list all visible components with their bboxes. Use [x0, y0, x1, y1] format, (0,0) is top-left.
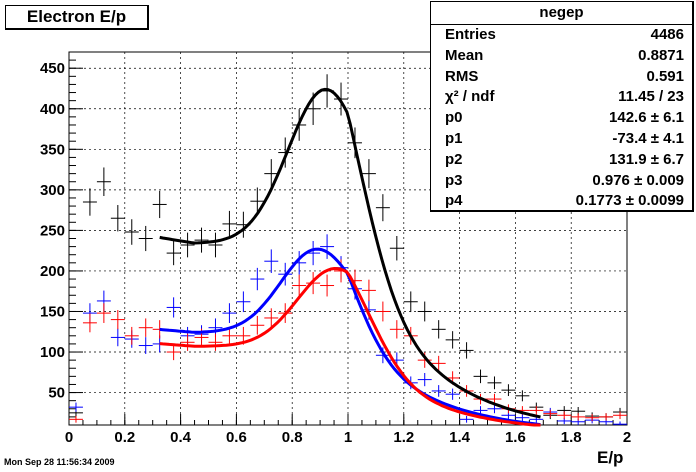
stats-row: Mean 0.8871 — [431, 46, 692, 67]
y-tick-label: 150 — [40, 303, 65, 320]
x-tick-label: 1.2 — [393, 429, 414, 446]
stats-row: RMS 0.591 — [431, 67, 692, 88]
y-tick-label: 350 — [40, 141, 65, 158]
fit-curve — [159, 266, 541, 427]
data-points — [69, 74, 627, 425]
y-tick-label: 250 — [40, 222, 65, 239]
y-tick-label: 300 — [40, 182, 65, 199]
x-tick-label: 0.8 — [282, 429, 303, 446]
stats-row: p1 -73.4 ± 4.1 — [431, 129, 692, 150]
timestamp: Mon Sep 28 11:56:34 2009 — [4, 457, 115, 467]
y-tick-label: 100 — [40, 344, 65, 361]
fit-curve — [159, 87, 541, 419]
x-axis-label: E/p — [597, 448, 624, 467]
x-tick-label: 2 — [623, 429, 631, 446]
y-tick-label: 50 — [48, 385, 65, 402]
stats-key: p2 — [445, 150, 463, 168]
stats-key: RMS — [445, 67, 479, 85]
stats-value: 4486 — [650, 26, 684, 43]
x-tick-label: 1.6 — [505, 429, 526, 446]
stats-key: χ² / ndf — [445, 88, 495, 106]
x-tick-label: 0.2 — [114, 429, 135, 446]
stats-key: Mean — [445, 46, 484, 64]
stats-row: p3 0.976 ± 0.009 — [431, 171, 692, 192]
fit-curves — [159, 87, 541, 427]
y-tick-label: 400 — [40, 101, 65, 118]
stats-key: p1 — [445, 129, 463, 147]
stats-value: 0.8871 — [638, 46, 684, 64]
x-tick-label: 1 — [344, 429, 352, 446]
stats-value: 0.1773 ± 0.0099 — [575, 192, 684, 210]
stats-row: Entries 4486 — [431, 25, 692, 46]
stats-key: p4 — [445, 192, 463, 210]
stats-box: negep Entries 4486 Mean 0.8871 RMS 0.591 χ²… — [430, 1, 694, 212]
stats-key: Entries — [445, 26, 496, 43]
stats-key: p3 — [445, 171, 463, 189]
fit-curve — [159, 247, 541, 427]
axes: 0 0.2 0.4 0.6 0.8 1 1.2 1.4 1.6 1.8 25010015020025… — [40, 51, 631, 446]
stats-row: p4 0.1773 ± 0.0099 — [431, 191, 692, 212]
x-tick-label: 0 — [65, 429, 73, 446]
y-tick-label: 200 — [40, 263, 65, 280]
stats-title: negep — [431, 2, 692, 25]
stats-value: 142.6 ± 6.1 — [609, 109, 684, 127]
stats-row: p0 142.6 ± 6.1 — [431, 108, 692, 129]
stats-value: 131.9 ± 6.7 — [609, 150, 684, 168]
y-tick-label: 450 — [40, 60, 65, 77]
x-tick-label: 0.6 — [226, 429, 247, 446]
stats-value: 0.591 — [646, 67, 684, 85]
stats-value: -73.4 ± 4.1 — [612, 129, 684, 147]
x-tick-label: 1.4 — [449, 429, 471, 446]
chart-title: Electron E/p — [5, 5, 149, 30]
x-tick-label: 1.8 — [561, 429, 582, 446]
stats-row: χ² / ndf 11.45 / 23 — [431, 87, 692, 108]
stats-key: p0 — [445, 109, 463, 127]
stats-value: 0.976 ± 0.009 — [592, 171, 684, 189]
stats-row: p2 131.9 ± 6.7 — [431, 150, 692, 171]
stats-value: 11.45 / 23 — [618, 88, 684, 106]
x-tick-label: 0.4 — [170, 429, 192, 446]
